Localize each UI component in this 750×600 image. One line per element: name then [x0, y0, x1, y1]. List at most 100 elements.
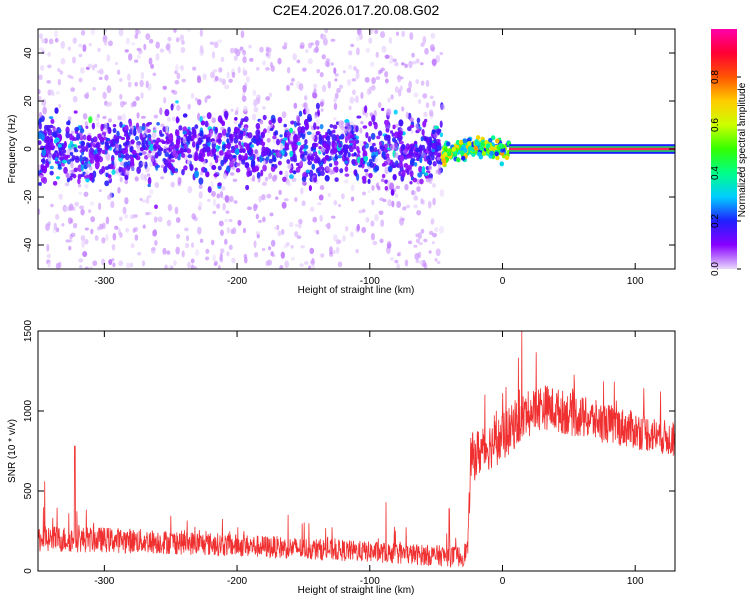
heatmap-cell	[347, 151, 351, 158]
heatmap-cell	[373, 122, 378, 130]
heatmap-cell	[83, 161, 89, 170]
heatmap-cell	[130, 165, 135, 171]
heatmap-cell	[348, 145, 354, 153]
heatmap-cell	[159, 48, 165, 53]
heatmap-cell	[388, 36, 393, 44]
heatmap-cell	[423, 136, 428, 142]
heatmap-cell	[150, 154, 155, 162]
heatmap-cell	[456, 157, 461, 163]
heatmap-cell	[200, 120, 206, 126]
heatmap-cell	[306, 113, 312, 122]
heatmap-cell	[399, 85, 403, 92]
heatmap-cell	[430, 154, 435, 161]
heatmap-cell	[251, 168, 257, 173]
heatmap-cell	[283, 137, 288, 141]
snr-y-axis-label: SNR (10 * v/v)	[7, 419, 18, 483]
heatmap-cell	[101, 165, 106, 174]
heatmap-cell	[279, 143, 284, 151]
heatmap-cell	[124, 153, 130, 161]
heatmap-cell	[165, 43, 171, 51]
heatmap-cell	[299, 42, 305, 49]
heatmap-cell	[145, 80, 149, 89]
heatmap-cell	[165, 125, 169, 134]
heatmap-cell	[355, 68, 360, 74]
heatmap-cell	[310, 259, 315, 265]
heatmap-cell	[277, 116, 283, 124]
heatmap-cell	[168, 265, 173, 269]
heatmap-cell	[405, 111, 410, 119]
heatmap-cell	[140, 173, 145, 181]
heatmap-cell	[122, 206, 127, 215]
heatmap-cell	[63, 166, 68, 174]
heatmap-cell	[220, 248, 225, 254]
heatmap-cell	[221, 121, 225, 127]
heatmap-cell	[368, 141, 373, 146]
heatmap-cell	[289, 82, 294, 86]
heatmap-cell	[365, 131, 369, 139]
heatmap-cell	[401, 106, 405, 112]
heatmap-cell	[304, 95, 308, 101]
heatmap-cell	[375, 51, 379, 58]
heatmap-cell	[72, 222, 78, 229]
heatmap-cell	[431, 129, 436, 135]
heatmap-cell	[268, 92, 273, 98]
heatmap-cell	[64, 155, 69, 162]
heatmap-cell	[235, 48, 241, 57]
heatmap-cell	[259, 119, 264, 125]
heatmap-cell	[356, 47, 360, 56]
heatmap-cell	[396, 200, 402, 209]
heatmap-cell	[60, 41, 65, 49]
heatmap-cell	[244, 126, 248, 132]
heatmap-cell	[312, 216, 318, 223]
heatmap-cell	[256, 172, 261, 179]
heatmap-cell	[217, 115, 223, 123]
heatmap-cell	[324, 154, 330, 161]
heatmap-cell	[333, 160, 339, 166]
heatmap-cell	[384, 166, 389, 175]
heatmap-cell	[82, 251, 88, 258]
heatmap-cell	[74, 201, 79, 207]
heatmap-cell	[125, 140, 130, 146]
heatmap-cell	[284, 142, 289, 150]
heatmap-cell	[130, 243, 135, 249]
heatmap-cell	[41, 38, 46, 44]
heatmap-cell	[290, 244, 294, 249]
heatmap-cell	[216, 150, 221, 157]
heatmap-cell	[302, 67, 307, 72]
heatmap-cell	[268, 246, 272, 251]
heatmap-cell	[126, 262, 130, 269]
heatmap-cell	[38, 174, 44, 179]
heatmap-cell	[443, 151, 448, 157]
y-tick-label: 500	[23, 482, 34, 499]
heatmap-cell	[307, 160, 313, 166]
heatmap-cell	[258, 195, 262, 203]
heatmap-cell	[146, 152, 151, 158]
heatmap-cell	[409, 32, 414, 40]
heatmap-cell	[140, 115, 146, 119]
heatmap-cell	[283, 131, 288, 139]
heatmap-cell	[194, 124, 199, 129]
heatmap-cell	[58, 261, 62, 269]
heatmap-cell	[199, 130, 204, 137]
heatmap-cell	[284, 170, 289, 178]
heatmap-cell	[135, 96, 140, 101]
heatmap-cell	[316, 229, 320, 235]
heatmap-cell	[381, 151, 386, 158]
heatmap-cell	[105, 152, 111, 161]
heatmap-cell	[380, 178, 385, 183]
heatmap-cell	[413, 244, 418, 248]
heatmap-cell	[310, 263, 315, 269]
heatmap-cell	[284, 260, 290, 268]
heatmap-cell	[67, 46, 71, 51]
heatmap-cell	[353, 66, 357, 71]
heatmap-cell	[110, 200, 115, 209]
heatmap-cell	[277, 160, 282, 166]
heatmap-cell	[198, 183, 203, 190]
heatmap-cell	[149, 189, 154, 195]
heatmap-cell	[274, 130, 279, 136]
heatmap-cell	[134, 33, 139, 40]
heatmap-cell	[413, 204, 418, 209]
heatmap-cell	[331, 169, 336, 175]
heatmap-cell	[253, 251, 259, 258]
